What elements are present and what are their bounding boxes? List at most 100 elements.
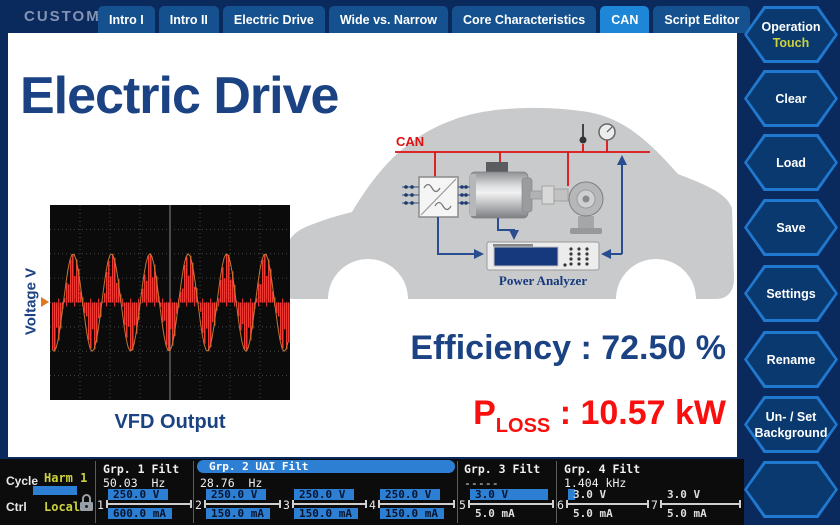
voltage-range-bar: [206, 489, 266, 500]
gauge-sensor-icon: [598, 123, 616, 141]
current-range-bar: [206, 508, 270, 519]
cycle-mode-value[interactable]: Harm 1: [44, 471, 88, 485]
channel-number: 5: [459, 498, 466, 512]
scope-caption: VFD Output: [114, 411, 226, 433]
voltage-range-bar: [380, 489, 440, 500]
operation-button[interactable]: Operation Touch: [744, 6, 838, 63]
current-range-value: 150.0 mA: [299, 507, 352, 520]
tab-script-editor[interactable]: Script Editor: [653, 6, 751, 33]
channel-7[interactable]: 7 3.0 V 5.0 mA: [651, 488, 742, 520]
channel-range-track: [106, 500, 192, 508]
tab-wide-vs-narrow[interactable]: Wide vs. Narrow: [328, 6, 448, 33]
voltage-range-value: 3.0 V: [475, 488, 509, 501]
group4-header[interactable]: Grp. 4 Filt: [564, 462, 641, 476]
tab-bar: Intro I Intro II Electric Drive Wide vs.…: [98, 6, 751, 33]
load-button[interactable]: Load: [744, 134, 838, 191]
settings-button-label: Settings: [766, 286, 816, 301]
can-bus-lines: [395, 140, 650, 186]
lock-icon[interactable]: [79, 494, 93, 511]
current-range-value: 150.0 mA: [211, 507, 264, 520]
channel-2[interactable]: 2 250.0 V 150.0 mA: [195, 488, 282, 520]
channel-number: 1: [97, 498, 104, 512]
soft-button-column: Operation Touch Clear Load Save Settings…: [744, 0, 838, 525]
electric-drive-diagram: CAN: [281, 107, 734, 300]
measurement-wires: [437, 155, 627, 259]
voltage-range-value: 3.0 V: [667, 488, 701, 501]
tab-intro-1[interactable]: Intro I: [98, 6, 155, 33]
save-button-label: Save: [776, 220, 806, 235]
current-range-value: 600.0 mA: [113, 507, 166, 520]
phase-dots: [404, 185, 468, 205]
menu-title[interactable]: CUSTOM: [24, 8, 101, 25]
temperature-sensor-icon: [579, 124, 587, 144]
rename-button[interactable]: Rename: [744, 331, 838, 388]
channel-number: 7: [651, 498, 658, 512]
top-bar: CUSTOM Intro I Intro II Electric Drive W…: [0, 0, 840, 33]
vfd-scope-plot: [50, 205, 290, 400]
group2-frequency: 28.76 Hz: [200, 476, 263, 490]
page-title: Electric Drive: [20, 67, 339, 125]
rename-button-label: Rename: [766, 352, 816, 367]
channel-range-track: [378, 500, 455, 508]
ploss-value: PLOSS : 10.57 kW: [348, 394, 726, 438]
channel-range-track: [292, 500, 367, 508]
ploss-symbol: P: [473, 394, 496, 432]
channel-range-track: [204, 500, 281, 508]
clear-button-label: Clear: [775, 91, 807, 106]
current-range-value: 5.0 mA: [573, 507, 613, 520]
channel-number: 4: [369, 498, 376, 512]
current-range-bar: [380, 508, 444, 519]
group1-frequency: 50.03 Hz: [103, 476, 166, 490]
channel-6[interactable]: 6 3.0 V 5.0 mA: [557, 488, 650, 520]
current-range-bar: [294, 508, 358, 519]
group3-header[interactable]: Grp. 3 Filt: [464, 462, 541, 476]
settings-button[interactable]: Settings: [744, 265, 838, 322]
power-analyzer-label: Power Analyzer: [499, 273, 587, 288]
current-range-value: 150.0 mA: [385, 507, 438, 520]
voltage-range-value: 3.0 V: [573, 488, 607, 501]
cycle-label: Cycle: [6, 474, 39, 488]
main-panel: Electric Drive CAN: [8, 33, 737, 457]
current-range-value: 5.0 mA: [475, 507, 515, 520]
ploss-subscript: LOSS: [495, 414, 551, 437]
current-range-bar: [108, 508, 172, 519]
channel-3[interactable]: 3 250.0 V 150.0 mA: [283, 488, 368, 520]
tab-intro-2[interactable]: Intro II: [158, 6, 219, 33]
tab-can[interactable]: CAN: [600, 6, 650, 33]
voltage-range-value: 250.0 V: [113, 488, 160, 501]
group2-header[interactable]: Grp. 2 U∆I Filt: [197, 460, 455, 473]
status-divider: [193, 461, 194, 523]
group1-header[interactable]: Grp. 1 Filt: [103, 462, 180, 476]
status-bar: Cycle Harm 1 Ctrl Local Grp. 1 Filt 50.0…: [0, 459, 744, 525]
channel-range-track: [660, 500, 741, 508]
cycle-progress-bar: [33, 486, 77, 495]
channel-5[interactable]: 5 3.0 V 5.0 mA: [459, 488, 555, 520]
channel-4[interactable]: 4 250.0 V 150.0 mA: [369, 488, 456, 520]
channel-number: 3: [283, 498, 290, 512]
channel-1[interactable]: 1 250.0 V 600.0 mA: [97, 488, 193, 520]
voltage-range-value: 250.0 V: [211, 488, 258, 501]
tab-core-characteristics[interactable]: Core Characteristics: [451, 6, 597, 33]
can-bus-label: CAN: [396, 134, 424, 149]
motor-graphic: [469, 162, 533, 219]
save-button[interactable]: Save: [744, 199, 838, 256]
unset-background-button[interactable]: Un- / Set Background: [744, 396, 838, 453]
channel-number: 2: [195, 498, 202, 512]
tab-electric-drive[interactable]: Electric Drive: [222, 6, 325, 33]
clear-button[interactable]: Clear: [744, 70, 838, 127]
ploss-number: : 10.57 kW: [550, 394, 726, 432]
unset-background-label-2: Background: [754, 425, 828, 440]
voltage-range-value: 250.0 V: [299, 488, 346, 501]
ctrl-mode-value[interactable]: Local: [44, 500, 81, 514]
load-machine-graphic: [568, 181, 604, 234]
voltage-range-bar: [108, 489, 168, 500]
status-divider: [95, 461, 96, 523]
unset-background-label-1: Un- / Set: [765, 409, 817, 424]
group4-frequency: 1.404 kHz: [564, 476, 627, 490]
voltage-range-bar: [294, 489, 354, 500]
empty-soft-button[interactable]: [744, 461, 838, 518]
status-divider: [457, 461, 458, 523]
voltage-range-value: 250.0 V: [385, 488, 432, 501]
metrics-block: Efficiency : 72.50 % PLOSS : 10.57 kW: [348, 329, 726, 438]
scope-y-axis-label: Voltage V: [22, 267, 40, 336]
